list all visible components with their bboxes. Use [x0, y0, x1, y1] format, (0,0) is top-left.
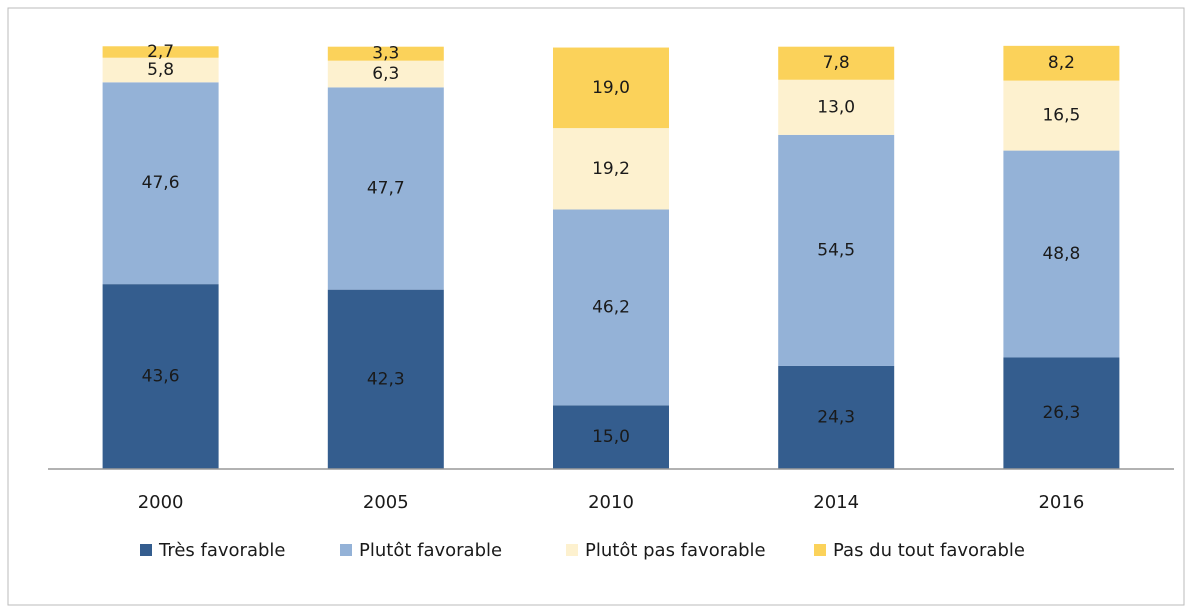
bar-segment	[778, 79, 895, 135]
bar-segment	[553, 209, 669, 406]
data-label: 2,7	[147, 42, 174, 62]
bar-segment	[1003, 150, 1120, 358]
data-label: 24,3	[817, 407, 855, 427]
data-label: 15,0	[592, 427, 630, 447]
bar-segment	[778, 134, 895, 366]
bar-segment	[1003, 357, 1120, 469]
legend-swatch	[566, 544, 578, 556]
data-label: 46,2	[592, 297, 630, 317]
bar-segment	[553, 47, 669, 129]
data-label: 7,8	[823, 53, 850, 73]
data-label: 19,0	[592, 78, 630, 98]
bar-segment	[102, 284, 219, 469]
data-label: 47,7	[367, 179, 405, 199]
bar-segment	[1003, 80, 1120, 151]
data-label: 5,8	[147, 60, 174, 80]
bar-segment	[553, 405, 669, 469]
bar-segment	[327, 289, 444, 469]
data-label: 47,6	[142, 173, 180, 193]
legend-swatch	[140, 544, 152, 556]
bar-segment	[778, 365, 895, 469]
data-label: 13,0	[817, 97, 855, 117]
legend-swatch	[340, 544, 352, 556]
data-label: 48,8	[1042, 244, 1080, 264]
data-label: 19,2	[592, 159, 630, 179]
bar-segment	[1003, 45, 1120, 81]
legend-label: Plutôt pas favorable	[585, 540, 766, 561]
bar-segment	[778, 46, 895, 80]
bar-segment	[102, 46, 219, 58]
data-label: 8,2	[1048, 53, 1075, 73]
data-label: 26,3	[1042, 403, 1080, 423]
bar-segment	[327, 60, 444, 88]
x-tick-label: 2010	[588, 492, 634, 513]
bar-segment	[102, 57, 219, 83]
data-label: 54,5	[817, 240, 855, 260]
x-tick-label: 2000	[138, 492, 184, 513]
bar-segment	[327, 46, 444, 61]
legend-label: Très favorable	[158, 540, 286, 561]
data-label: 16,5	[1042, 106, 1080, 126]
data-label: 6,3	[372, 64, 399, 84]
x-tick-label: 2016	[1038, 492, 1084, 513]
legend-swatch	[814, 544, 826, 556]
frame	[7, 7, 1185, 606]
bar-segment	[102, 82, 219, 285]
bar-segment	[327, 87, 444, 290]
data-label: 3,3	[372, 44, 399, 64]
x-tick-label: 2014	[813, 492, 859, 513]
legend-label: Pas du tout favorable	[833, 540, 1025, 561]
data-label: 43,6	[142, 367, 180, 387]
x-tick-label: 2005	[363, 492, 409, 513]
legend-label: Plutôt favorable	[359, 540, 502, 561]
data-label: 42,3	[367, 369, 405, 389]
bar-segment	[553, 128, 669, 210]
